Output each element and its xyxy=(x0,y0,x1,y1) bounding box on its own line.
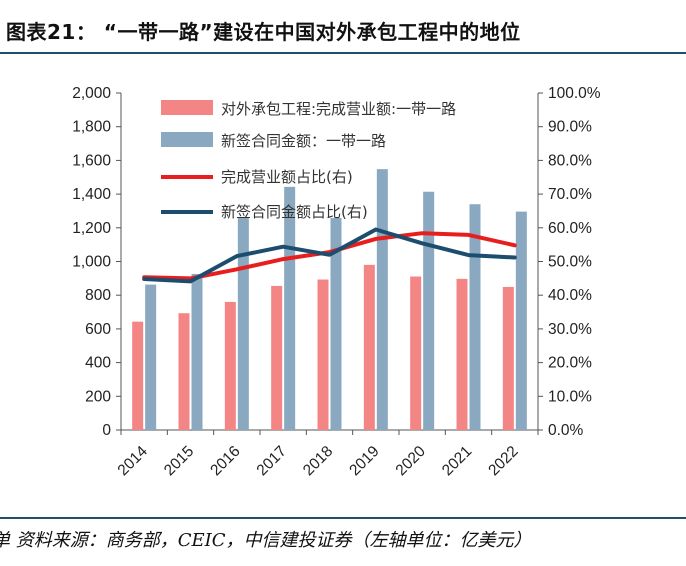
bar-revenue xyxy=(502,286,514,430)
bar-contract xyxy=(330,218,342,430)
bar-contract xyxy=(145,284,157,430)
left-tick-label: 600 xyxy=(85,321,111,338)
bar-revenue xyxy=(410,276,422,430)
footer-rule xyxy=(0,517,686,519)
right-tick-label: 30.0% xyxy=(548,321,592,338)
right-tick-label: 40.0% xyxy=(548,287,592,304)
bar-revenue xyxy=(363,264,375,430)
right-tick-label: 100.0% xyxy=(548,85,601,102)
left-tick-label: 0 xyxy=(102,422,111,439)
bar-revenue xyxy=(178,313,190,430)
legend-label-line-contract-share: 新签合同金额占比(右) xyxy=(221,203,368,221)
right-tick-label: 80.0% xyxy=(548,152,592,169)
x-tick-label: 2017 xyxy=(254,443,290,479)
legend-label-bar-revenue: 对外承包工程:完成营业额:一带一路 xyxy=(221,100,456,118)
chart-title: 图表21： “一带一路”建设在中国对外承包工程中的地位 xyxy=(6,20,521,44)
left-tick-label: 1,800 xyxy=(72,119,111,136)
legend-label-line-revenue-share: 完成营业额占比(右) xyxy=(221,168,353,186)
bar-contract xyxy=(515,211,527,430)
bar-contract xyxy=(191,273,203,430)
line-contract-share xyxy=(142,227,517,284)
right-tick-label: 70.0% xyxy=(548,186,592,203)
left-tick-label: 2,000 xyxy=(72,85,111,102)
bar-revenue xyxy=(456,278,468,430)
left-tick-label: 1,400 xyxy=(72,186,111,203)
x-tick-label: 2014 xyxy=(115,443,152,480)
x-tick-label: 2016 xyxy=(207,443,243,479)
right-tick-label: 0.0% xyxy=(548,422,584,439)
source-note: 单 资料来源：商务部，CEIC，中信建投证券（左轴单位：亿美元） xyxy=(0,530,532,551)
x-tick-label: 2021 xyxy=(439,443,475,479)
legend-swatch-bar-contract xyxy=(161,132,213,147)
right-tick-label: 10.0% xyxy=(548,388,592,405)
bar-revenue xyxy=(271,285,283,430)
bar-revenue xyxy=(224,301,236,430)
right-tick-label: 50.0% xyxy=(548,254,592,271)
right-tick-label: 60.0% xyxy=(548,220,592,237)
bar-contract xyxy=(423,191,435,430)
right-tick-label: 20.0% xyxy=(548,355,592,372)
bar-revenue xyxy=(317,279,329,430)
right-tick-label: 90.0% xyxy=(548,119,592,136)
x-tick-label: 2022 xyxy=(485,443,521,479)
line-revenue-share xyxy=(142,231,517,281)
x-tick-label: 2015 xyxy=(161,443,197,479)
x-tick-label: 2020 xyxy=(393,443,430,480)
left-tick-label: 800 xyxy=(85,287,111,304)
left-tick-label: 1,200 xyxy=(72,220,111,237)
x-tick-label: 2019 xyxy=(346,443,382,479)
bar-contract xyxy=(284,186,296,430)
left-tick-label: 200 xyxy=(85,388,111,405)
bar-contract xyxy=(376,169,388,431)
bar-contract xyxy=(469,204,481,430)
bar-contract xyxy=(237,217,249,430)
legend-swatch-bar-revenue xyxy=(161,100,213,115)
left-tick-label: 1,000 xyxy=(72,254,111,271)
bar-revenue xyxy=(132,321,144,430)
left-tick-label: 400 xyxy=(85,355,111,372)
title-rule xyxy=(0,52,686,54)
legend-label-bar-contract: 新签合同金额：一带一路 xyxy=(221,132,386,150)
x-tick-label: 2018 xyxy=(300,443,336,479)
left-tick-label: 1,600 xyxy=(72,152,111,169)
